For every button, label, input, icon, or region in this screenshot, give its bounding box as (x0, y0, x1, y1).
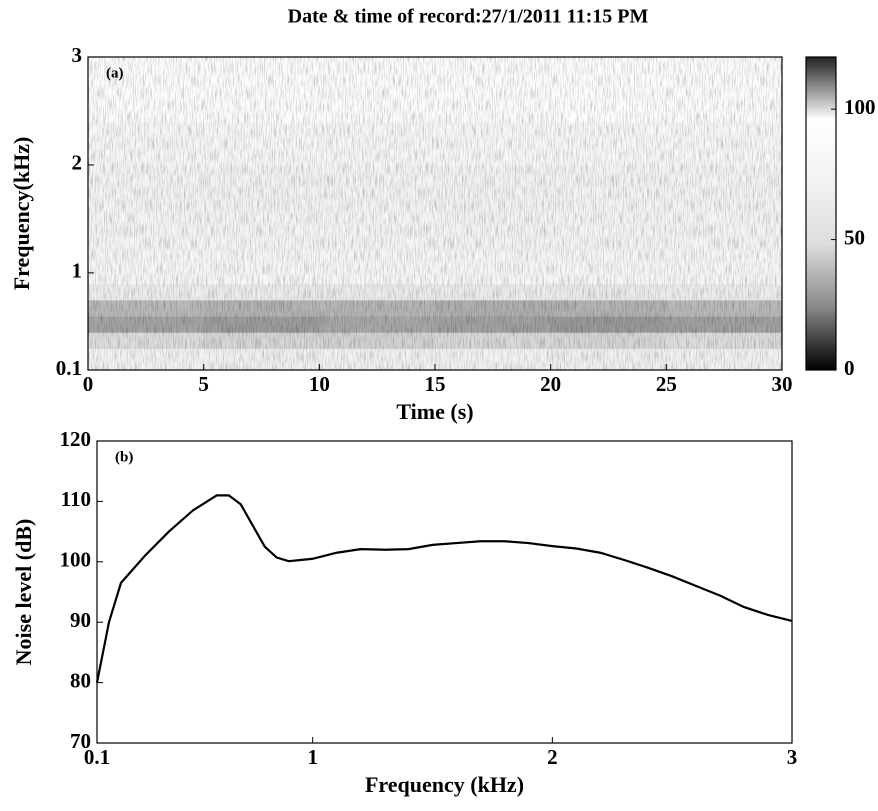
panel-label: (a) (106, 65, 124, 81)
x-tick-label: 30 (772, 372, 793, 396)
y-tick-label: 80 (70, 668, 91, 692)
y-axis-label: Noise level (dB) (11, 519, 36, 666)
y-tick-label: 100 (60, 548, 92, 572)
x-tick-label: 0.1 (84, 745, 110, 769)
x-tick-label: 3 (787, 745, 798, 769)
x-axis-label: Frequency (kHz) (365, 772, 524, 797)
noise-line (95, 494, 793, 683)
x-tick-label: 0 (83, 372, 94, 396)
texture (88, 57, 782, 370)
colorbar-tick-label: 0 (844, 356, 855, 380)
chart-title: Date & time of record:27/1/2011 11:15 PM (288, 6, 649, 28)
y-axis-label: Frequency(kHz) (9, 137, 34, 291)
y-tick-label: 110 (61, 487, 91, 511)
y-tick-label: 3 (72, 43, 83, 67)
panel-label: (b) (115, 449, 133, 465)
y-tick-label: 70 (70, 729, 91, 753)
y-tick-label: 1 (72, 259, 83, 283)
colorbar-tick-label: 100 (844, 95, 876, 119)
y-tick-label: 90 (70, 608, 91, 632)
x-axis-label: Time (s) (396, 399, 473, 424)
x-tick-label: 15 (425, 372, 446, 396)
x-tick-label: 1 (307, 745, 318, 769)
x-tick-label: 10 (309, 372, 330, 396)
y-tick-label: 2 (72, 151, 83, 175)
colorbar (805, 56, 837, 371)
x-tick-label: 20 (540, 372, 561, 396)
plot-frame (96, 440, 793, 744)
y-tick-label: 0.1 (56, 356, 82, 380)
colorbar-tick-label: 50 (844, 225, 865, 249)
y-tick-label: 120 (60, 427, 92, 451)
x-tick-label: 2 (547, 745, 558, 769)
x-tick-label: 5 (198, 372, 209, 396)
x-tick-label: 25 (656, 372, 677, 396)
